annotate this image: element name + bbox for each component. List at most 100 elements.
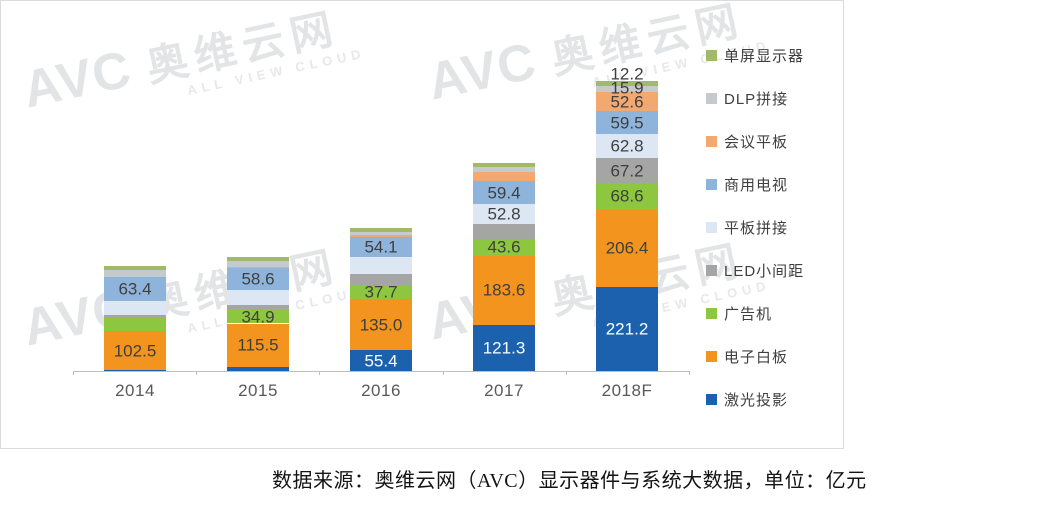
legend-label: DLP拼接 [724, 90, 789, 108]
legend-swatch [706, 49, 717, 61]
bar-segment [227, 367, 289, 371]
data-label: 58.6 [241, 269, 275, 289]
data-label: 67.2 [610, 161, 644, 180]
data-label: 62.8 [610, 136, 644, 156]
data-label: 221.2 [605, 319, 649, 339]
legend-label: 单屏显示器 [724, 47, 805, 65]
bar-segment [104, 276, 166, 301]
x-axis-tick [565, 371, 567, 375]
bar-segment [227, 261, 289, 268]
bar-segment [104, 300, 166, 316]
data-label: 121.3 [482, 338, 526, 358]
bar-segment [596, 209, 658, 288]
bar-segment [104, 315, 166, 318]
bar-segment [596, 183, 658, 210]
legend-label: 广告机 [724, 305, 773, 323]
legend-item: DLP拼接 [706, 88, 804, 108]
data-label: 59.5 [610, 113, 644, 133]
source-caption: 数据来源：奥维云网（AVC）显示器件与系统大数据，单位：亿元 [272, 470, 867, 492]
bar-segment [473, 325, 535, 371]
legend-item: 会议平板 [706, 131, 804, 151]
data-label: 15.9 [610, 78, 644, 97]
data-label: 52.6 [610, 92, 644, 111]
legend-label: 商用电视 [724, 176, 789, 194]
x-axis-tick [689, 371, 690, 375]
bar-segment [227, 290, 289, 305]
bar-segment [350, 228, 412, 232]
bar-segment [227, 267, 289, 269]
x-axis-category-label: 2017 [484, 381, 524, 400]
bar-segment [596, 85, 658, 92]
data-label: 115.5 [237, 335, 279, 355]
bar-segment [596, 111, 658, 134]
chart-legend: 单屏显示器 DLP拼接会议平板商用电视平板拼接 LED小间距 广告机电子白板激光投影 [706, 45, 804, 409]
legend-item: 平板拼接 [706, 217, 804, 237]
x-axis-tick [73, 371, 74, 375]
data-label: 52.8 [487, 204, 521, 224]
bar-segment [473, 181, 535, 204]
x-axis-category-label: 2018F [601, 381, 653, 400]
x-axis-tick [442, 371, 444, 375]
legend-swatch [706, 350, 717, 362]
legend-label: 激光投影 [724, 391, 789, 409]
legend-item: 广告机 [706, 303, 804, 323]
data-label: 135.0 [359, 315, 403, 334]
data-label: 206.4 [605, 238, 649, 258]
data-label: 34.9 [241, 307, 275, 327]
bar-segment [596, 91, 658, 112]
bar-segment [350, 236, 412, 258]
x-axis-tick [196, 371, 198, 375]
bar-segment [596, 80, 658, 86]
data-label: 12.2 [610, 64, 644, 83]
bar-segment [227, 304, 289, 311]
legend-label: 平板拼接 [724, 219, 789, 237]
legend-item: 商用电视 [706, 174, 804, 194]
bar-segment [473, 172, 535, 182]
legend-label: 电子白板 [724, 348, 789, 366]
bar-segment [350, 257, 412, 275]
bar-segment [473, 239, 535, 256]
data-label: 102.5 [113, 341, 157, 361]
legend-label: 会议平板 [724, 133, 789, 151]
bar-segment [350, 231, 412, 236]
bar-segment [104, 370, 166, 371]
legend-swatch [706, 178, 717, 190]
bar-segment [350, 284, 412, 299]
legend-item: 激光投影 [706, 389, 804, 409]
x-axis-line [73, 371, 689, 372]
bar-segment [227, 310, 289, 324]
bar-segment [596, 157, 658, 184]
bar-segment [104, 331, 166, 371]
legend-swatch [706, 264, 717, 276]
legend-swatch [706, 92, 717, 104]
data-label: 43.6 [487, 237, 521, 257]
bar-segment [104, 270, 166, 277]
chart-panel [0, 0, 844, 449]
legend-swatch [706, 135, 717, 147]
bar-segment [596, 287, 658, 371]
data-label: 68.6 [610, 186, 644, 206]
x-axis-category-label: 2015 [238, 381, 278, 400]
bar-segment [596, 133, 658, 158]
bar-segment [104, 266, 166, 271]
bar-segment [473, 255, 535, 326]
bar-segment [227, 268, 289, 291]
data-label: 63.4 [118, 279, 152, 299]
bar-segment [473, 166, 535, 173]
data-label: 59.4 [487, 183, 521, 203]
bar-segment [350, 274, 412, 285]
x-axis-category-label: 2014 [115, 381, 155, 400]
legend-label: LED小间距 [724, 262, 805, 280]
data-label: 183.6 [482, 280, 526, 300]
legend-item: 电子白板 [706, 346, 804, 366]
legend-swatch [706, 221, 717, 233]
data-label: 37.7 [364, 282, 398, 302]
bar-segment [473, 223, 535, 240]
bar-segment [473, 203, 535, 224]
bar-segment [350, 298, 412, 351]
bar-segment [104, 317, 166, 332]
legend-item: 单屏显示器 [706, 45, 804, 65]
bar-segment [473, 162, 535, 167]
x-axis-category-label: 2016 [361, 381, 401, 400]
